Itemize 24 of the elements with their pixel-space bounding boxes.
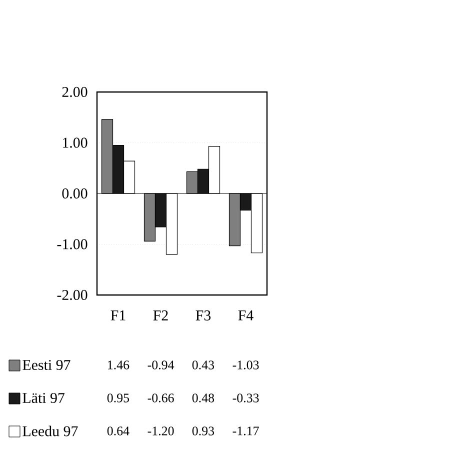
data-label: 0.64 <box>107 426 130 436</box>
data-label: -1.03 <box>232 360 259 370</box>
data-label: -1.17 <box>232 426 259 436</box>
data-label: 0.93 <box>192 426 214 436</box>
x-tick-label: F1 <box>110 310 126 320</box>
y-tick-label: -1.00 <box>57 239 88 250</box>
data-label: 0.48 <box>192 394 214 402</box>
data-label: -0.33 <box>232 394 259 402</box>
legend-label: Läti 97 <box>22 392 65 404</box>
data-label: -0.66 <box>148 394 174 402</box>
data-label: -0.94 <box>148 360 174 370</box>
legend-label: Leedu 97 <box>22 426 78 436</box>
y-tick-label: -2.00 <box>57 290 88 300</box>
y-tick-label: 0.00 <box>62 188 88 199</box>
data-label: 0.95 <box>107 394 130 402</box>
y-tick-label: 2.00 <box>62 86 88 98</box>
data-label: 1.46 <box>108 360 130 370</box>
x-tick-label: F4 <box>238 310 254 320</box>
data-label: -1.20 <box>148 426 174 436</box>
x-tick-label: F2 <box>153 310 168 320</box>
x-tick-label: F3 <box>196 310 211 320</box>
data-label: 0.43 <box>192 360 214 370</box>
y-tick-label: 1.00 <box>62 138 88 148</box>
legend-label: Eesti 97 <box>22 360 70 370</box>
